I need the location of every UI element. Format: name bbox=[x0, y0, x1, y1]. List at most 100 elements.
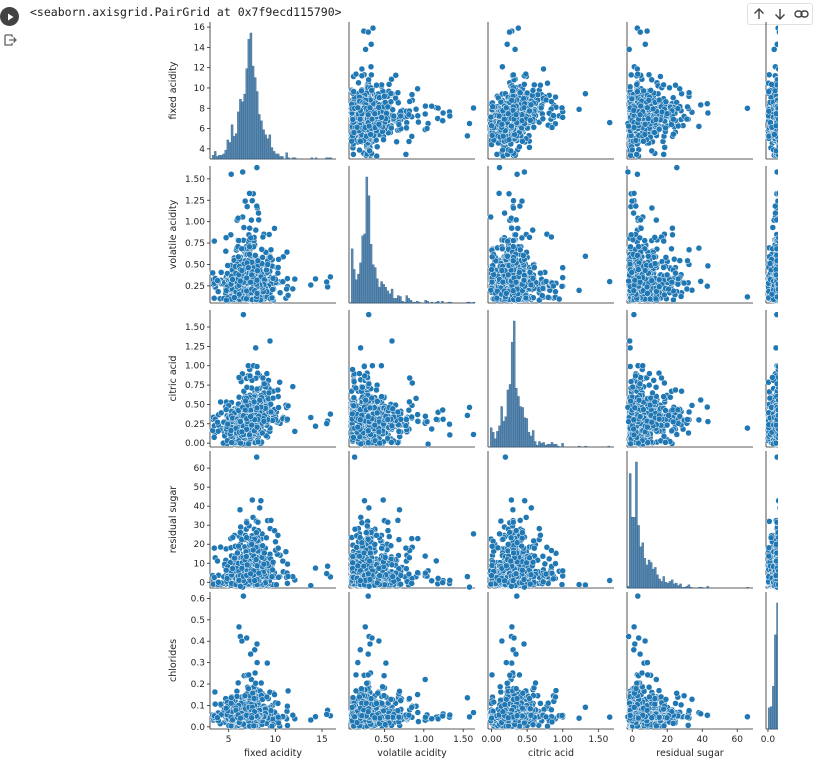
hist-bar bbox=[362, 236, 364, 303]
scatter-point bbox=[211, 238, 217, 244]
link-icon bbox=[794, 7, 809, 21]
scatter-point bbox=[541, 66, 547, 72]
output-icon[interactable] bbox=[2, 32, 18, 48]
scatter-point bbox=[215, 278, 221, 284]
scatter-point bbox=[769, 81, 775, 87]
scatter-point bbox=[210, 270, 216, 276]
scatter-point bbox=[242, 198, 248, 204]
scatter-point bbox=[494, 151, 500, 157]
y-tick-label: 6 bbox=[199, 125, 205, 135]
hist-bar bbox=[227, 140, 229, 159]
scatter-point bbox=[357, 147, 363, 153]
hist-bar bbox=[212, 155, 214, 159]
scatter-point bbox=[684, 116, 690, 122]
hist-bar bbox=[389, 294, 391, 303]
scatter-point bbox=[285, 292, 291, 298]
y-tick-label: 0.75 bbox=[185, 239, 205, 249]
hist-bar bbox=[450, 302, 452, 303]
hist-bar bbox=[239, 99, 241, 159]
scatter-point bbox=[378, 114, 384, 120]
scatter-point bbox=[649, 148, 655, 154]
hist-bar bbox=[260, 121, 262, 159]
arrow-down-icon bbox=[773, 7, 787, 21]
hist-bar bbox=[431, 302, 433, 303]
scatter-point bbox=[535, 92, 541, 98]
scatter-point bbox=[386, 81, 392, 87]
hist-bar bbox=[427, 301, 429, 303]
scatter-point bbox=[531, 124, 537, 130]
scatter-point bbox=[538, 105, 544, 111]
scatter-point bbox=[368, 72, 374, 78]
scatter-point bbox=[766, 72, 772, 78]
hist-bar bbox=[399, 296, 401, 303]
scatter-point bbox=[644, 28, 650, 34]
scatter-point bbox=[363, 46, 369, 52]
scatter-point bbox=[698, 102, 704, 108]
scatter-point bbox=[582, 91, 588, 97]
hist-bar bbox=[250, 33, 252, 159]
scatter-point bbox=[488, 114, 494, 120]
hist-bar bbox=[223, 154, 225, 159]
scatter-point bbox=[467, 121, 473, 127]
y-tick-label: 1.00 bbox=[185, 218, 205, 228]
scatter-point bbox=[527, 108, 533, 114]
scatter-point bbox=[381, 137, 387, 143]
scatter-point bbox=[627, 84, 633, 90]
y-tick-label: 8 bbox=[199, 104, 205, 114]
scatter-point bbox=[766, 108, 772, 114]
hist-bar bbox=[288, 158, 290, 159]
scatter-point bbox=[393, 72, 399, 78]
scatter-point bbox=[350, 151, 356, 157]
scatter-point bbox=[284, 249, 290, 255]
scatter-point bbox=[675, 106, 681, 112]
cell-gutter bbox=[0, 0, 28, 758]
scatter-point bbox=[773, 123, 778, 129]
hist-bar bbox=[378, 287, 380, 303]
y-tick-label: 0.25 bbox=[185, 282, 205, 292]
hist-bar bbox=[368, 196, 370, 303]
scatter-point bbox=[247, 225, 253, 231]
scatter-point bbox=[270, 275, 276, 281]
scatter-point bbox=[407, 99, 413, 105]
scatter-point bbox=[527, 117, 533, 123]
scatter-point bbox=[670, 95, 676, 101]
hist-bar bbox=[437, 301, 439, 303]
scatter-point bbox=[642, 131, 648, 137]
hist-bar bbox=[216, 156, 218, 159]
scatter-point bbox=[391, 113, 397, 119]
scatter-point bbox=[773, 148, 778, 154]
scatter-point bbox=[354, 124, 360, 130]
scatter-point bbox=[489, 133, 495, 139]
scatter-point bbox=[254, 290, 260, 296]
hist-bar bbox=[315, 158, 317, 159]
scatter-point bbox=[626, 123, 632, 129]
scatter-point bbox=[500, 147, 506, 153]
link-cell-button[interactable] bbox=[792, 5, 810, 23]
hist-bar bbox=[246, 69, 248, 159]
hist-bar bbox=[273, 151, 275, 159]
hist-bar bbox=[231, 125, 233, 159]
hist-bar bbox=[271, 148, 273, 159]
scatter-point bbox=[255, 268, 261, 274]
scatter-point bbox=[661, 151, 667, 157]
hist-bar bbox=[416, 301, 418, 303]
scatter-point bbox=[247, 190, 253, 196]
run-cell-button[interactable] bbox=[0, 7, 19, 26]
hist-bar bbox=[467, 302, 469, 303]
scatter-point bbox=[519, 138, 525, 144]
y-tick-label: 16 bbox=[194, 23, 206, 33]
scatter-point bbox=[667, 85, 673, 91]
scatter-point bbox=[275, 265, 281, 271]
hist-bar bbox=[395, 298, 397, 303]
scatter-point bbox=[240, 169, 246, 175]
scatter-point bbox=[521, 105, 527, 111]
hist-bar bbox=[393, 298, 395, 303]
hist-bar bbox=[425, 300, 427, 303]
hist-bar bbox=[281, 156, 283, 159]
scatter-point bbox=[247, 244, 253, 250]
scatter-point bbox=[499, 64, 505, 70]
hist-bar bbox=[376, 279, 378, 303]
scatter-point bbox=[353, 71, 359, 77]
scatter-point bbox=[313, 276, 319, 282]
